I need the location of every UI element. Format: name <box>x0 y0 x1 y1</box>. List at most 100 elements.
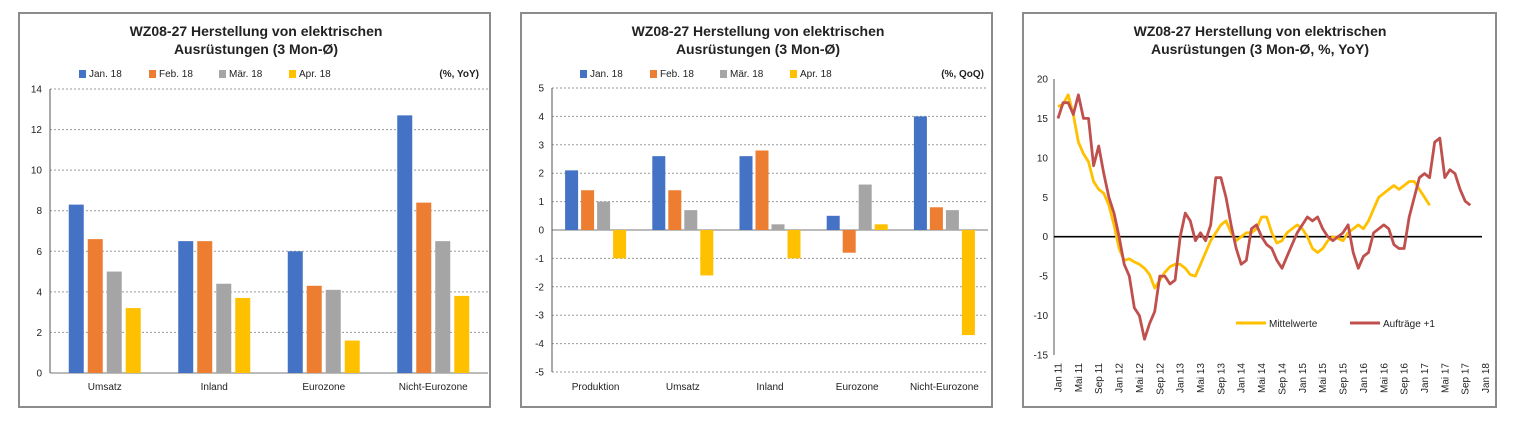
y-tick-label: 5 <box>1042 193 1048 204</box>
x-tick-label: Jan 17 <box>1420 363 1431 393</box>
x-category-label: Inland <box>756 382 783 393</box>
x-category-label: Umsatz <box>666 382 700 393</box>
x-tick-label: Mai 17 <box>1440 363 1451 393</box>
y-tick-label: -1 <box>535 254 544 265</box>
x-tick-label: Jan 18 <box>1481 363 1492 393</box>
chart-title-line-2: Ausrüstungen (3 Mon-Ø) <box>676 41 840 57</box>
chart-title-line-2: Ausrüstungen (3 Mon-Ø, %, YoY) <box>1151 41 1369 57</box>
legend-swatch-3 <box>289 70 296 78</box>
legend-swatch-1 <box>149 70 156 78</box>
y-tick-label: 5 <box>538 84 544 95</box>
legend-swatch-0 <box>79 70 86 78</box>
bar-inland-0 <box>739 156 753 230</box>
x-category-label: Nicht-Eurozone <box>910 382 979 393</box>
y-tick-label: 0 <box>1042 232 1048 243</box>
bar-umsatz-3 <box>125 308 141 373</box>
y-tick-label: 14 <box>31 85 43 96</box>
chart-yoy: WZ08-27 Herstellung von elektrischen Aus… <box>31 23 488 393</box>
bar-umsatz-0 <box>652 156 666 230</box>
y-tick-label: 10 <box>1037 153 1049 164</box>
bar-eurozone-0 <box>287 251 303 373</box>
y-tick-label: 0 <box>538 226 544 237</box>
x-tick-label: Mai 12 <box>1135 363 1146 393</box>
chart-title-line-1: WZ08-27 Herstellung von elektrischen <box>632 23 885 39</box>
y-tick-label: -4 <box>535 339 544 350</box>
x-tick-label: Sep 11 <box>1094 363 1105 394</box>
chart-panel-qoq: WZ08-27 Herstellung von elektrischen Aus… <box>520 12 993 408</box>
bar-eurozone-0 <box>826 215 840 230</box>
series-line-0 <box>1057 93 1431 290</box>
y-tick-label: 3 <box>538 140 544 151</box>
y-tick-label: -3 <box>535 311 544 322</box>
x-tick-label: Jan 16 <box>1359 363 1370 393</box>
bar-produktion-2 <box>597 201 611 230</box>
y-tick-label: 0 <box>36 369 42 380</box>
legend-swatch-2 <box>720 70 727 78</box>
x-tick-label: Sep 12 <box>1155 363 1166 395</box>
legend-label-1: Feb. 18 <box>660 69 694 80</box>
bar-inland-1 <box>197 241 213 373</box>
bar-inland-2 <box>771 224 785 230</box>
bar-inland-3 <box>787 230 801 259</box>
y-tick-label: 2 <box>538 169 544 180</box>
y-tick-label: 12 <box>31 125 43 136</box>
bar-nicht-eurozone-2 <box>435 241 451 373</box>
x-tick-label: Mai 16 <box>1379 363 1390 393</box>
x-category-label: Eurozone <box>302 382 345 393</box>
bar-eurozone-1 <box>306 285 322 373</box>
x-category-label: Nicht-Eurozone <box>399 382 468 393</box>
y-tick-label: 15 <box>1037 114 1049 125</box>
y-tick-label: -5 <box>1039 272 1048 283</box>
unit-label: (%, YoY) <box>439 69 479 80</box>
bar-inland-3 <box>235 297 251 373</box>
bar-produktion-1 <box>581 190 595 230</box>
unit-label: (%, QoQ) <box>941 69 984 80</box>
bar-umsatz-1 <box>87 239 103 373</box>
chart-title-line-1: WZ08-27 Herstellung von elektrischen <box>1134 23 1387 39</box>
bar-umsatz-2 <box>106 271 122 373</box>
bar-inland-0 <box>178 241 194 373</box>
bar-umsatz-0 <box>68 204 84 373</box>
bar-produktion-0 <box>565 170 579 230</box>
y-tick-label: 4 <box>36 287 42 298</box>
y-tick-label: 1 <box>538 197 544 208</box>
legend-label-2: Mär. 18 <box>730 69 764 80</box>
x-category-label: Inland <box>201 382 228 393</box>
legend-swatch-3 <box>790 70 797 78</box>
legend-label-1: Aufträge +1 <box>1383 319 1435 330</box>
x-tick-label: Mai 11 <box>1074 363 1085 393</box>
x-tick-label: Sep 15 <box>1339 363 1350 395</box>
bar-eurozone-3 <box>874 224 888 230</box>
legend-label-3: Apr. 18 <box>800 69 832 80</box>
x-tick-label: Mai 15 <box>1318 363 1329 393</box>
chart-title-line-2: Ausrüstungen (3 Mon-Ø) <box>174 41 338 57</box>
legend-swatch-1 <box>650 70 657 78</box>
bar-umsatz-2 <box>684 210 698 230</box>
bar-produktion-3 <box>613 230 627 259</box>
bar-inland-1 <box>755 150 769 230</box>
bar-nicht-eurozone-1 <box>416 202 432 373</box>
x-category-label: Umsatz <box>88 382 122 393</box>
y-tick-label: -5 <box>535 368 544 379</box>
y-tick-label: 2 <box>36 328 42 339</box>
bar-nicht-eurozone-0 <box>397 115 413 373</box>
x-tick-label: Jan 13 <box>1176 363 1187 393</box>
bar-nicht-eurozone-2 <box>945 210 959 230</box>
y-tick-label: 20 <box>1037 75 1049 86</box>
x-tick-label: Mai 14 <box>1257 363 1268 393</box>
y-tick-label: -10 <box>1034 311 1049 322</box>
legend-label-0: Mittelwerte <box>1269 319 1318 330</box>
y-tick-label: 6 <box>36 247 42 258</box>
legend-label-0: Jan. 18 <box>590 69 623 80</box>
bar-eurozone-2 <box>325 289 341 373</box>
chart-line: WZ08-27 Herstellung von elektrischen Aus… <box>1034 23 1493 395</box>
legend-label-2: Mär. 18 <box>229 69 263 80</box>
series-line-1 <box>1056 93 1472 341</box>
x-tick-label: Mai 13 <box>1196 363 1207 393</box>
bar-umsatz-1 <box>668 190 682 230</box>
x-tick-label: Jan 14 <box>1237 363 1248 393</box>
y-tick-label: -2 <box>535 282 544 293</box>
chart-panel-line: WZ08-27 Herstellung von elektrischen Aus… <box>1022 12 1497 408</box>
x-tick-label: Jan 15 <box>1298 363 1309 393</box>
x-tick-label: Sep 16 <box>1400 363 1411 395</box>
